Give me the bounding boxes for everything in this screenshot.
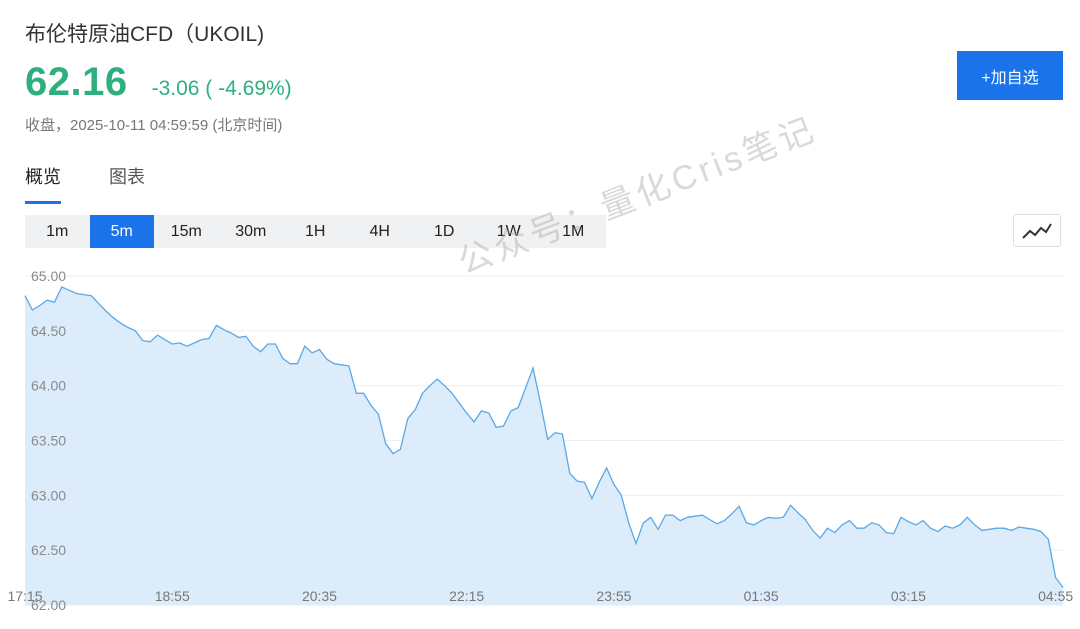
y-tick-label: 63.00 bbox=[31, 487, 66, 503]
y-tick-label: 65.00 bbox=[31, 268, 66, 284]
y-tick-label: 63.50 bbox=[31, 433, 66, 449]
period-1h[interactable]: 1H bbox=[305, 222, 326, 240]
tab-overview[interactable]: 概览 bbox=[25, 163, 61, 204]
x-tick-label: 20:35 bbox=[302, 588, 337, 604]
main-tabs: 概览 图表 bbox=[25, 163, 193, 204]
period-1w[interactable]: 1W bbox=[496, 222, 521, 240]
x-tick-label: 23:55 bbox=[596, 588, 631, 604]
period-1mo[interactable]: 1M bbox=[562, 222, 585, 240]
chart-type-toggle[interactable] bbox=[1013, 214, 1061, 247]
period-1d[interactable]: 1D bbox=[434, 222, 455, 240]
period-4h[interactable]: 4H bbox=[369, 222, 390, 240]
period-5m[interactable]: 5m bbox=[89, 215, 154, 248]
price-change: -3.06 ( -4.69%) bbox=[151, 77, 292, 100]
period-15m[interactable]: 15m bbox=[170, 222, 202, 240]
last-price: 62.16 bbox=[25, 60, 128, 104]
y-tick-label: 62.50 bbox=[31, 542, 66, 558]
y-tick-label: 64.50 bbox=[31, 323, 66, 339]
period-30m[interactable]: 30m bbox=[235, 222, 267, 240]
y-tick-label: 64.00 bbox=[31, 378, 66, 394]
close-timestamp: 收盘，2025-10-11 04:59:59 (北京时间) bbox=[25, 117, 283, 134]
x-tick-label: 01:35 bbox=[744, 588, 779, 604]
period-1m[interactable]: 1m bbox=[46, 222, 69, 240]
price-line bbox=[24, 286, 1064, 588]
price-chart: 65.00 64.50 64.00 63.50 63.00 62.50 62.0017:15… bbox=[7, 260, 1073, 615]
x-tick-label: 22:15 bbox=[449, 588, 484, 604]
add-to-watchlist-button[interactable]: +加自选 bbox=[957, 51, 1063, 100]
tab-chart[interactable]: 图表 bbox=[109, 167, 145, 187]
period-selector: 1m 5m 15m 30m 1H 4H 1D 1W 1M bbox=[25, 215, 606, 248]
x-tick-label: 18:55 bbox=[155, 588, 190, 604]
x-tick-label: 04:55 bbox=[1038, 588, 1073, 604]
price-area bbox=[25, 287, 1063, 605]
price-row: 62.16 -3.06 ( -4.69%) bbox=[25, 60, 292, 105]
instrument-title: 布伦特原油CFD（UKOIL) bbox=[25, 23, 265, 46]
x-tick-label: 17:15 bbox=[7, 588, 42, 604]
line-chart-icon bbox=[1022, 222, 1052, 239]
x-tick-label: 03:15 bbox=[891, 588, 926, 604]
y-tick-label: 62.00 bbox=[31, 597, 66, 613]
